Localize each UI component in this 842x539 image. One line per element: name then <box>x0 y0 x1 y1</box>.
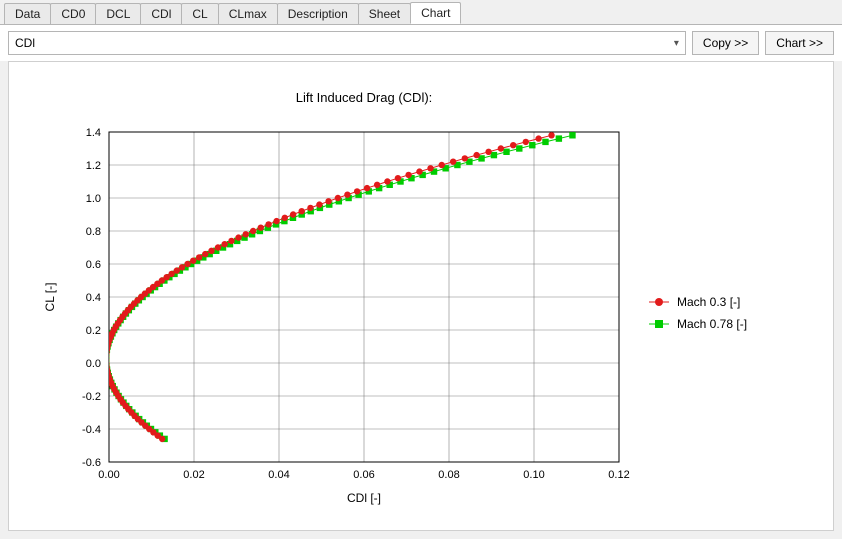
tab-sheet[interactable]: Sheet <box>358 3 411 24</box>
dropdown-value: CDl <box>15 36 672 50</box>
copy-button-label: Copy >> <box>703 36 748 50</box>
app-window: DataCD0DCLCDlCLCLmaxDescriptionSheetChar… <box>0 0 842 539</box>
svg-text:-0.4: -0.4 <box>82 424 101 436</box>
svg-text:1.2: 1.2 <box>86 160 101 172</box>
svg-text:CDl [-]: CDl [-] <box>347 491 381 505</box>
chart-area: 0.00 0.02 0.04 0.06 0.08 0.10 0.12 -0.6 -0.4 -0.2… <box>19 72 823 520</box>
tab-dcl[interactable]: DCL <box>95 3 141 24</box>
svg-text:0.6: 0.6 <box>86 259 101 271</box>
svg-text:CL [-]: CL [-] <box>43 283 57 312</box>
toolbar: CDl ▾ Copy >> Chart >> <box>0 24 842 61</box>
tab-description[interactable]: Description <box>277 3 359 24</box>
svg-text:0.08: 0.08 <box>438 469 459 481</box>
tab-clmax[interactable]: CLmax <box>218 3 278 24</box>
series-dropdown[interactable]: CDl ▾ <box>8 31 686 55</box>
svg-text:-0.6: -0.6 <box>82 457 101 469</box>
svg-text:0.12: 0.12 <box>608 469 629 481</box>
tab-cd0[interactable]: CD0 <box>50 3 96 24</box>
svg-text:1.0: 1.0 <box>86 193 101 205</box>
svg-text:Mach 0.78 [-]: Mach 0.78 [-] <box>677 317 747 331</box>
svg-text:0.06: 0.06 <box>353 469 374 481</box>
svg-text:0.2: 0.2 <box>86 325 101 337</box>
chart-frame: 0.00 0.02 0.04 0.06 0.08 0.10 0.12 -0.6 -0.4 -0.2… <box>8 61 834 531</box>
svg-text:0.10: 0.10 <box>523 469 544 481</box>
chart-button[interactable]: Chart >> <box>765 31 834 55</box>
copy-button[interactable]: Copy >> <box>692 31 759 55</box>
svg-text:1.4: 1.4 <box>86 127 101 139</box>
tab-strip: DataCD0DCLCDlCLCLmaxDescriptionSheetChar… <box>0 0 842 24</box>
tab-cdl[interactable]: CDl <box>140 3 182 24</box>
chart-button-label: Chart >> <box>776 36 823 50</box>
svg-text:0.0: 0.0 <box>86 358 101 370</box>
svg-text:Lift Induced Drag (CDl):: Lift Induced Drag (CDl): <box>296 90 433 105</box>
svg-text:0.8: 0.8 <box>86 226 101 238</box>
chart-svg: 0.00 0.02 0.04 0.06 0.08 0.10 0.12 -0.6 -0.4 -0.2… <box>19 72 825 527</box>
tab-chart[interactable]: Chart <box>410 2 461 24</box>
svg-text:0.4: 0.4 <box>86 292 101 304</box>
svg-text:-0.2: -0.2 <box>82 391 101 403</box>
chevron-down-icon: ▾ <box>672 38 681 49</box>
tab-data[interactable]: Data <box>4 3 51 24</box>
svg-text:0.04: 0.04 <box>268 469 289 481</box>
svg-text:Mach 0.3 [-]: Mach 0.3 [-] <box>677 295 740 309</box>
tab-cl[interactable]: CL <box>181 3 218 24</box>
svg-text:0.02: 0.02 <box>183 469 204 481</box>
svg-text:0.00: 0.00 <box>98 469 119 481</box>
